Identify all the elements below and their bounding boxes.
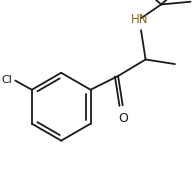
- Text: Cl: Cl: [2, 75, 13, 85]
- Text: O: O: [119, 112, 129, 125]
- Text: HN: HN: [131, 14, 149, 26]
